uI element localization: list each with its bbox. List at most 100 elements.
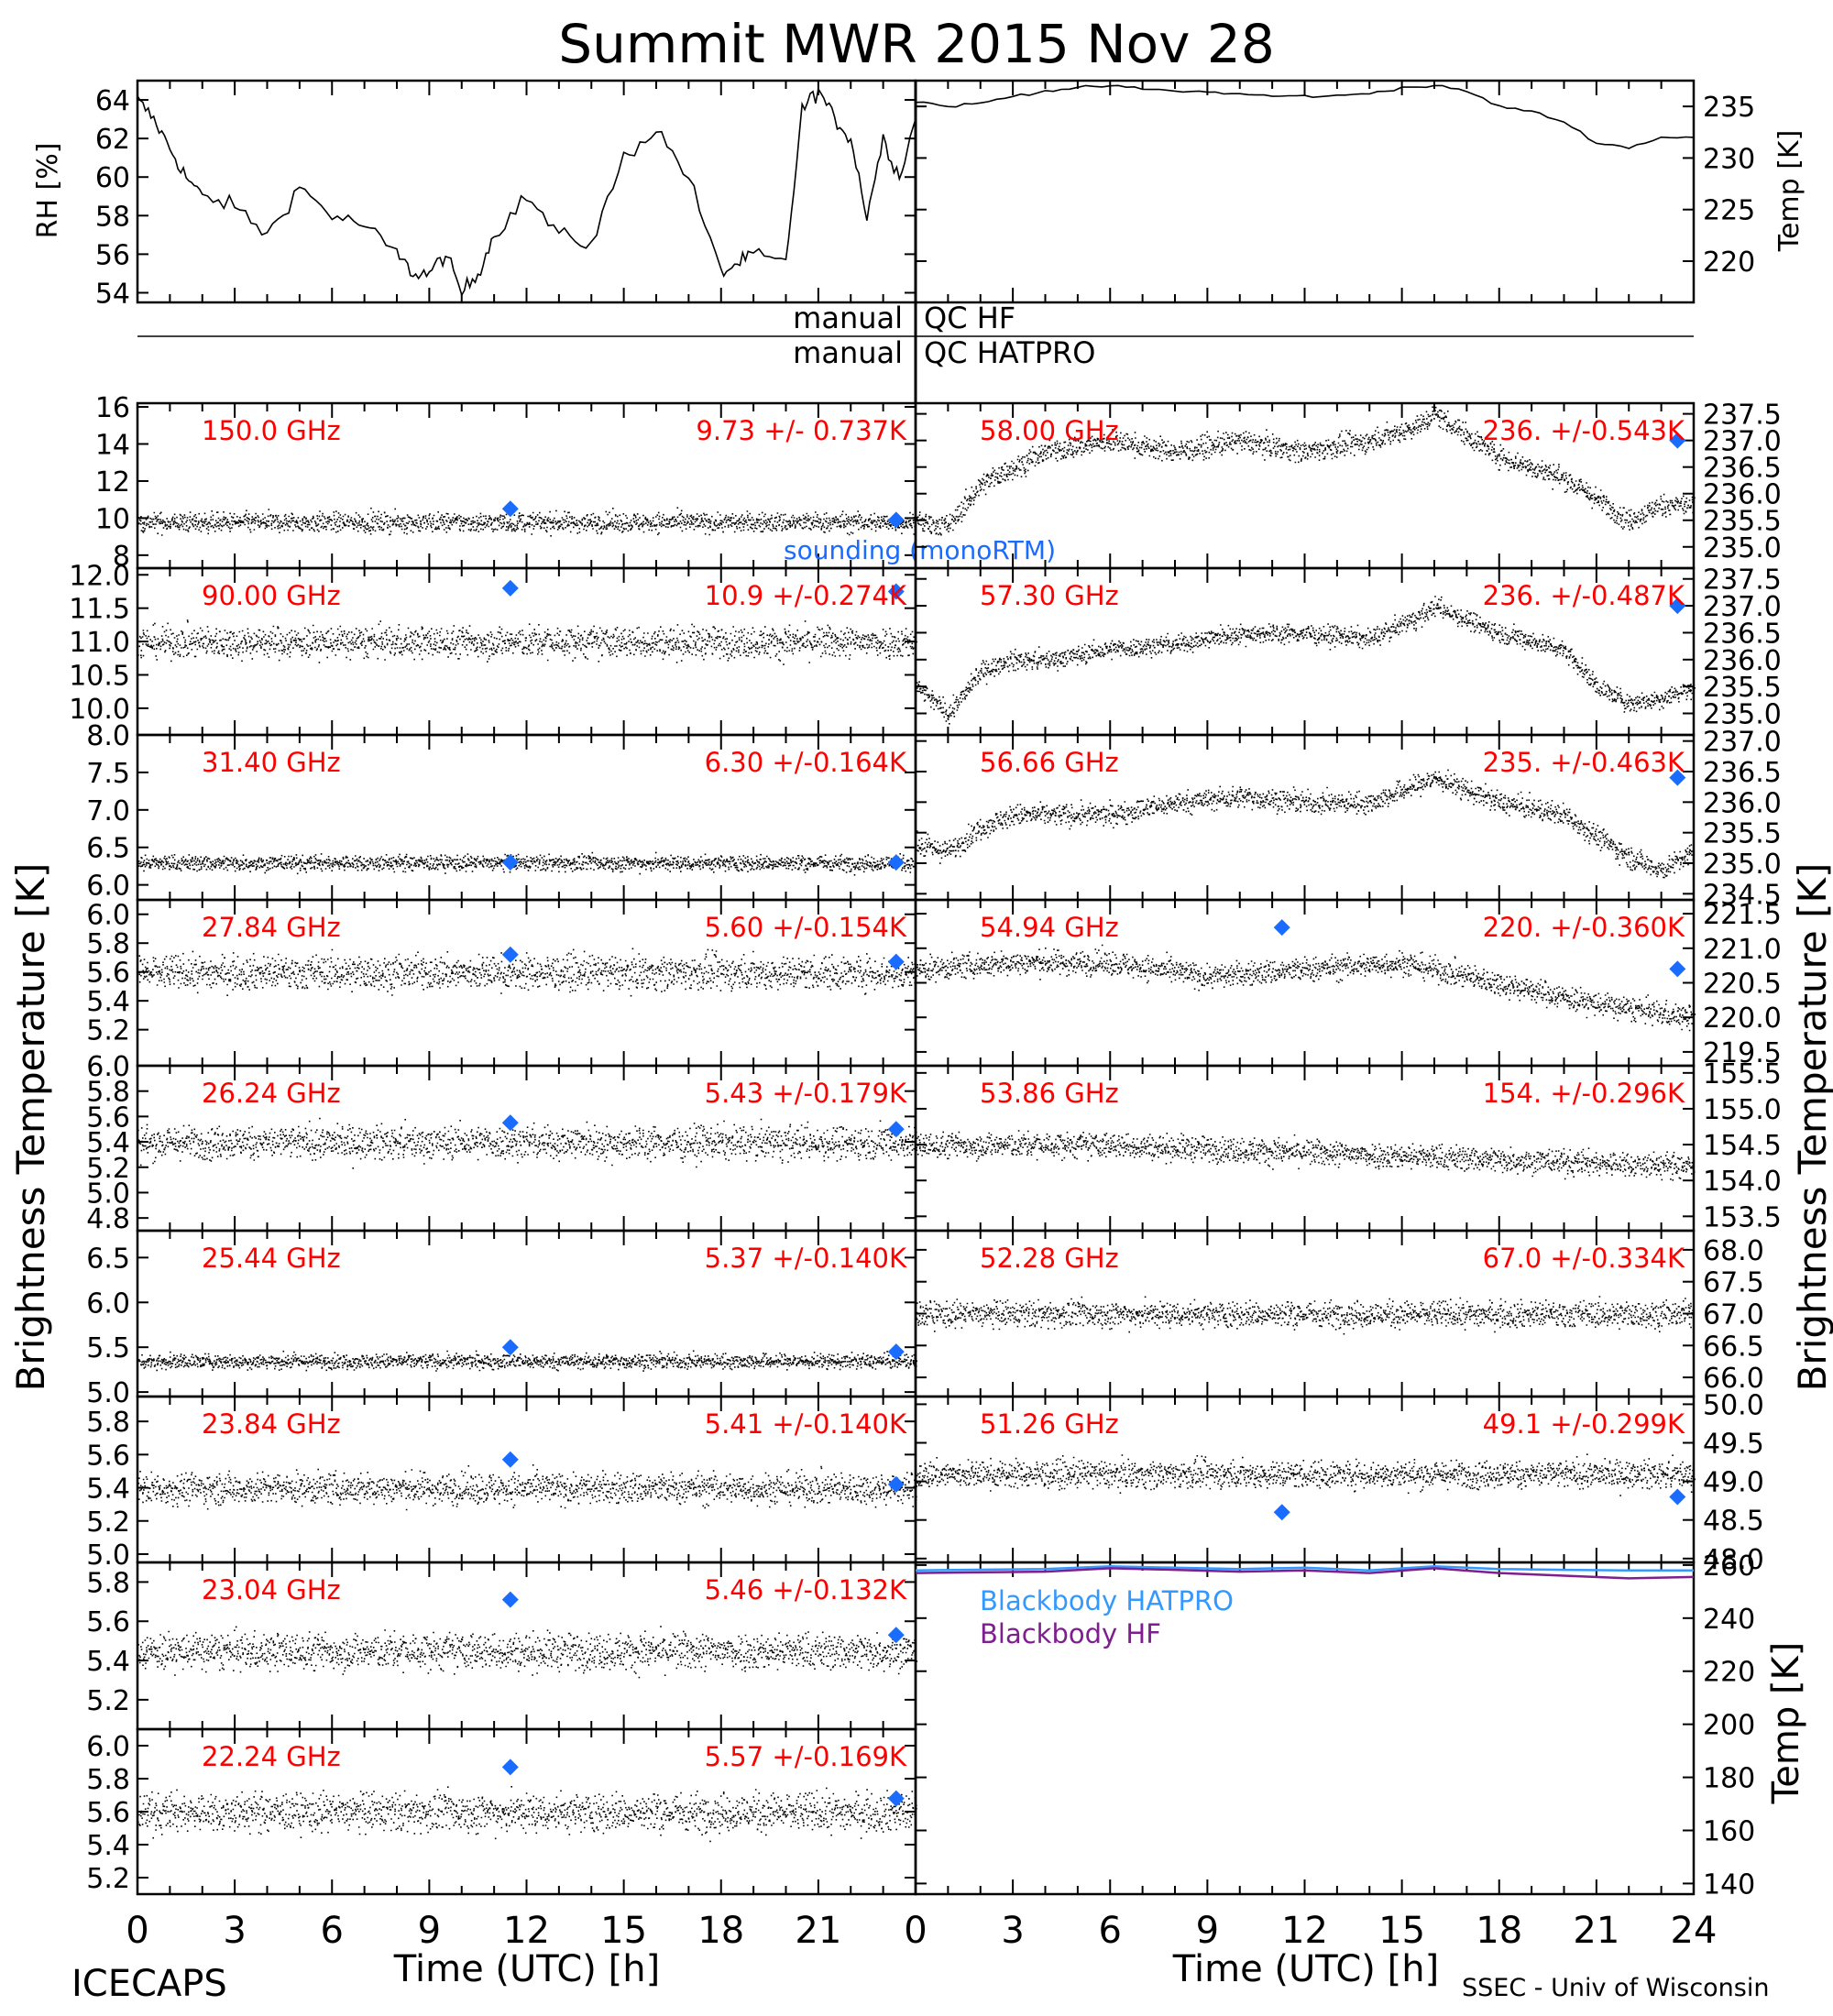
freq-label: 26.24 GHz (202, 1078, 341, 1109)
sounding-diamond (1669, 769, 1686, 786)
data-points (137, 1786, 917, 1843)
y-tick-label: 11.0 (69, 627, 130, 659)
footer-right: SSEC - Univ of Wisconsin (1462, 1974, 1769, 2002)
data-points (138, 948, 916, 997)
stat-label: 235. +/-0.463K (1483, 747, 1685, 778)
y-tick-label: 6.0 (86, 1051, 130, 1083)
y-tick-label: 236.0 (1703, 787, 1782, 819)
y-tick-label: 10 (95, 503, 130, 535)
panel-f2304-points: 23.04 GHz 5.46 +/-0.132K (137, 1574, 918, 1679)
x-tick-label: 15 (600, 1910, 647, 1952)
y-tick-label: 58 (95, 201, 130, 233)
x-axis-title-left: Time (UTC) [h] (393, 1948, 660, 1990)
y-tick-label: 5.0 (86, 1178, 130, 1210)
y-tick-label: 180 (1703, 1763, 1755, 1795)
y-tick-label: 6.0 (86, 1731, 130, 1763)
y-tick-label: 50.0 (1703, 1389, 1764, 1421)
rh-panel-yticks: 54 56 58 60 62 64 (95, 85, 916, 310)
freq-label: 52.28 GHz (980, 1243, 1119, 1274)
panel-f5494-xticks (915, 900, 1695, 1066)
y-tick-label: 5.2 (86, 1507, 130, 1539)
bb-legend-1: Blackbody HF (980, 1618, 1161, 1649)
y-tick-label: 67.0 (1703, 1299, 1764, 1331)
data-points (137, 507, 916, 537)
panel-f90-yticks: 10.010.511.011.512.0 (69, 560, 916, 726)
y-tick-label: 235.5 (1703, 672, 1782, 704)
x-tick-label: 6 (1099, 1910, 1122, 1952)
y-tick-label: 5.2 (86, 1863, 130, 1895)
y-tick-label: 155.5 (1703, 1058, 1782, 1090)
y-tick-label: 5.2 (86, 1153, 130, 1185)
y-tick-label: 12.0 (69, 560, 130, 592)
y-tick-label: 5.4 (86, 1127, 130, 1159)
panel-f2784-xticks (137, 900, 916, 1066)
data-points (137, 1464, 917, 1511)
y-tick-label: 221.5 (1703, 899, 1782, 931)
temp-axis-label: Temp [K] (1773, 130, 1806, 253)
y-tick-label: 5.5 (86, 1332, 130, 1364)
panel-f5228-xticks (915, 1231, 1695, 1397)
panel-f314-xticks (137, 735, 916, 900)
y-tick-label: 5.8 (86, 928, 130, 960)
y-tick-label: 236.0 (1703, 645, 1782, 677)
y-tick-label: 160 (1703, 1815, 1755, 1847)
y-tick-label: 6.0 (86, 1287, 130, 1320)
panel-f5228-points: 52.28 GHz 67.0 +/-0.334K (916, 1243, 1695, 1335)
sounding-legend: sounding (monoRTM) (784, 535, 1056, 565)
y-tick-label: 6.0 (86, 871, 130, 903)
sounding-diamond (1669, 597, 1686, 615)
y-tick-label: 5.2 (86, 1015, 130, 1047)
y-tick-label: 154.5 (1703, 1130, 1782, 1162)
y-tick-label: 49.0 (1703, 1467, 1764, 1499)
y-tick-label: 220.0 (1703, 1003, 1782, 1035)
y-tick-label: 5.8 (86, 1764, 130, 1796)
y-tick-label: 5.8 (86, 1407, 130, 1439)
sounding-diamond (887, 953, 905, 970)
freq-label: 22.24 GHz (202, 1741, 341, 1772)
y-tick-label: 225 (1703, 195, 1755, 227)
stat-label: 6.30 +/-0.164K (705, 747, 907, 778)
y-tick-label: 8.0 (86, 720, 130, 752)
y-tick-label: 6.0 (86, 900, 130, 932)
x-tick-label: 15 (1378, 1910, 1425, 1952)
x-tick-label: 18 (697, 1910, 744, 1952)
y-tick-label: 6.5 (86, 1243, 130, 1275)
y-tick-label: 5.6 (86, 958, 130, 990)
freq-label: 51.26 GHz (980, 1408, 1119, 1440)
y-tick-label: 64 (95, 85, 130, 117)
rh-line (137, 87, 916, 297)
y-tick-label: 5.8 (86, 1567, 130, 1599)
y-tick-label: 155.0 (1703, 1094, 1782, 1126)
x-tick-label: 24 (1671, 1910, 1718, 1952)
y-tick-label: 153.5 (1703, 1201, 1782, 1233)
data-points (137, 1350, 917, 1372)
x-tick-label: 12 (1281, 1910, 1328, 1952)
panel-f5228-yticks: 66.066.567.067.568.0 (916, 1235, 1764, 1395)
sounding-diamond (501, 1591, 519, 1608)
x-tick-label: 18 (1476, 1910, 1522, 1952)
y-tick-label: 56 (95, 239, 130, 271)
stat-label: 49.1 +/-0.299K (1483, 1408, 1685, 1440)
stat-label: 10.9 +/-0.274K (705, 580, 907, 611)
freq-label: 27.84 GHz (202, 912, 341, 943)
y-tick-label: 54 (95, 278, 130, 310)
x-tick-label: 0 (126, 1910, 148, 1952)
y-tick-label: 140 (1703, 1868, 1755, 1901)
stat-label: 5.46 +/-0.132K (705, 1574, 907, 1605)
y-tick-label: 219.5 (1703, 1037, 1782, 1069)
x-tick-labels-right: 0 3 6 9 12 15 18 21 24 (904, 1910, 1717, 1952)
sounding-diamond (887, 1475, 905, 1493)
y-tick-label: 5.8 (86, 1077, 130, 1109)
y-tick-label: 237.5 (1703, 564, 1782, 597)
freq-label: 56.66 GHz (980, 747, 1119, 778)
y-tick-label: 68.0 (1703, 1235, 1764, 1267)
stat-label: 236. +/-0.487K (1483, 580, 1685, 611)
data-points (916, 596, 1696, 725)
x-tick-label: 6 (321, 1910, 344, 1952)
y-tick-label: 8 (113, 541, 130, 573)
y-tick-label: 5.0 (86, 1377, 130, 1409)
